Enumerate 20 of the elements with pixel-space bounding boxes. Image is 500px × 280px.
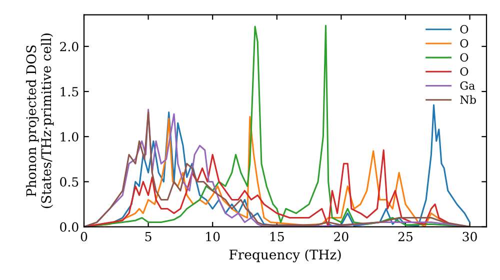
legend-label: Nb bbox=[460, 95, 476, 104]
x-tick-label: 25 bbox=[398, 232, 412, 242]
x-tick-label: 20 bbox=[334, 232, 348, 242]
y-tick-label: 0.5 bbox=[60, 177, 78, 187]
x-tick-label: 30 bbox=[462, 232, 477, 242]
legend-label: O bbox=[460, 53, 468, 62]
y-tick-label: 1.5 bbox=[60, 86, 78, 96]
y-axis-title: Phonon projected DOS (States/THz·primitive cell) bbox=[26, 34, 54, 208]
y-tick-label: 1.0 bbox=[60, 132, 78, 142]
x-axis-title: Frequency (THz) bbox=[229, 249, 341, 262]
x-tick-label: 0 bbox=[80, 232, 88, 242]
x-tick-label: 10 bbox=[206, 232, 220, 242]
legend-label: Ga bbox=[460, 81, 475, 90]
legend-label: O bbox=[460, 39, 468, 48]
legend-label: O bbox=[460, 67, 468, 76]
x-tick-label: 5 bbox=[145, 232, 152, 242]
y-tick-label: 0.0 bbox=[60, 222, 78, 232]
y-tick-label: 2.0 bbox=[60, 42, 78, 52]
x-tick-label: 15 bbox=[270, 232, 284, 242]
legend-label: O bbox=[460, 25, 468, 34]
